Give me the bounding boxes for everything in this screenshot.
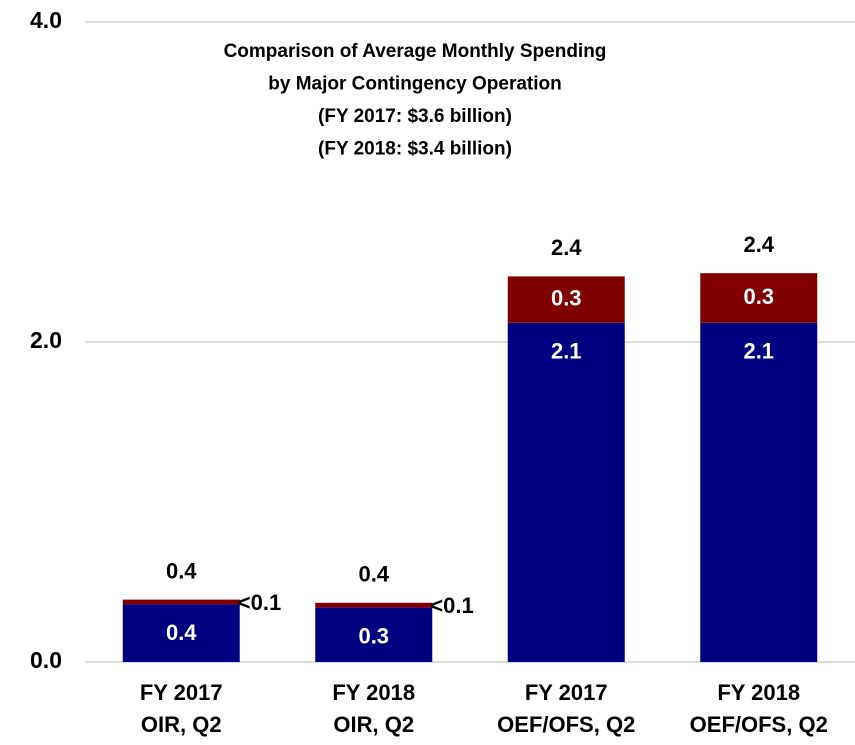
total-label: 2.4 — [551, 235, 582, 260]
y-tick-label: 2.0 — [30, 327, 62, 353]
total-label: 0.4 — [166, 558, 197, 583]
data-label: 0.3 — [358, 623, 389, 648]
x-tick-label: FY 2018 — [717, 680, 800, 705]
chart-title: (FY 2017: $3.6 billion) — [318, 106, 512, 127]
data-label: 0.3 — [743, 284, 774, 309]
x-tick-label: OEF/OFS, Q2 — [497, 712, 635, 737]
data-label: 0.3 — [551, 285, 582, 310]
x-tick-label: OEF/OFS, Q2 — [690, 712, 828, 737]
data-label: <0.1 — [430, 593, 473, 618]
data-label: <0.1 — [238, 590, 281, 615]
bar-segment — [122, 604, 240, 662]
total-label: 2.4 — [743, 232, 774, 257]
chart-title: (FY 2018: $3.4 billion) — [318, 139, 512, 160]
total-label: 0.4 — [358, 562, 389, 587]
y-tick-label: 0.0 — [30, 647, 62, 673]
x-tick-label: FY 2018 — [332, 680, 415, 705]
bar-segment — [507, 322, 625, 662]
bar-segment — [700, 322, 818, 662]
bar-segment — [507, 276, 625, 323]
x-tick-label: OIR, Q2 — [333, 712, 414, 737]
chart-title: Comparison of Average Monthly Spending — [224, 41, 607, 62]
data-label: 2.1 — [551, 339, 582, 364]
x-tick-label: FY 2017 — [525, 680, 608, 705]
x-tick-label: OIR, Q2 — [141, 712, 222, 737]
x-tick-label: FY 2017 — [140, 680, 223, 705]
chart-title: by Major Contingency Operation — [268, 74, 561, 95]
bar-segment — [315, 607, 433, 662]
bar-segment — [122, 599, 240, 605]
bar-segment — [315, 602, 433, 608]
bar-segment — [700, 273, 818, 323]
data-label: 0.4 — [166, 620, 197, 645]
data-label: 2.1 — [743, 339, 774, 364]
y-tick-label: 4.0 — [30, 7, 62, 33]
